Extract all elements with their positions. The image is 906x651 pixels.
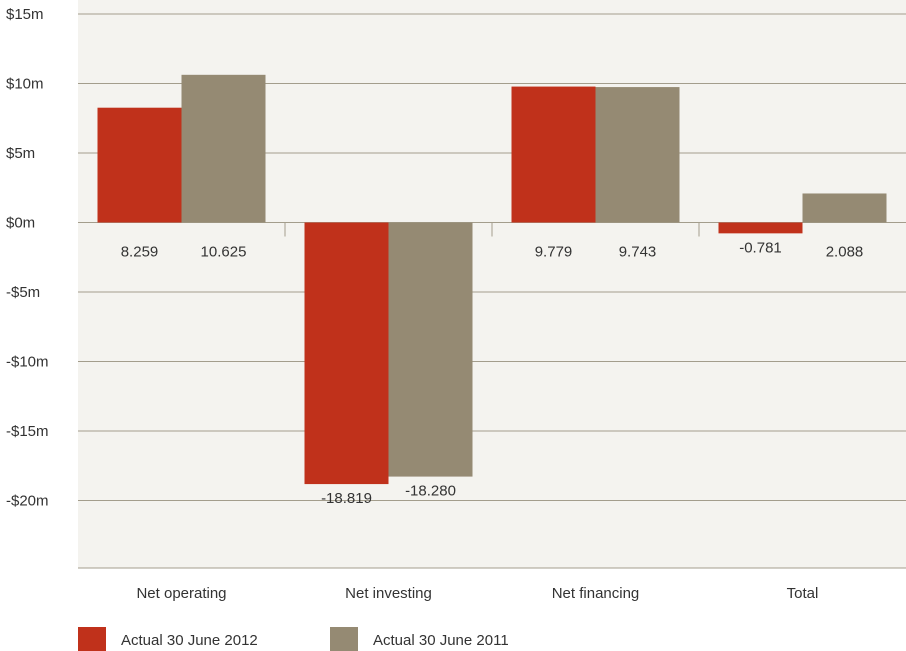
x-category-label: Net operating <box>136 585 226 602</box>
y-tick-label: $0m <box>6 215 35 232</box>
x-category-label: Net investing <box>345 585 432 602</box>
y-tick-label: -$10m <box>6 354 49 371</box>
bar-net-operating-series-2 <box>181 74 266 223</box>
legend-label: Actual 30 June 2011 <box>373 632 509 649</box>
legend-swatch <box>78 627 106 651</box>
y-tick-label: -$20m <box>6 493 49 510</box>
y-tick-label: $15m <box>6 6 44 23</box>
data-label: -18.280 <box>405 483 456 500</box>
bar-net-operating-series-1 <box>97 107 182 223</box>
data-labels: 8.259 10.625 -18.819 -18.280 9.779 9.743 -0.78… <box>121 239 864 507</box>
bar-net-financing-series-1 <box>511 86 596 223</box>
y-tick-label: -$15m <box>6 423 49 440</box>
y-tick-label: -$5m <box>6 284 40 301</box>
y-tick-label: $5m <box>6 145 35 162</box>
bars-group <box>97 74 887 485</box>
x-category-label: Total <box>787 585 819 602</box>
data-label: 2.088 <box>826 244 864 261</box>
legend-swatch <box>330 627 358 651</box>
y-tick-label: $10m <box>6 76 44 93</box>
data-label: -18.819 <box>321 490 372 507</box>
data-label: 9.743 <box>619 244 657 261</box>
legend: Actual 30 June 2012 Actual 30 June 2011 <box>78 627 509 651</box>
data-label: 8.259 <box>121 244 159 261</box>
bar-total-series-1 <box>718 222 803 234</box>
legend-label: Actual 30 June 2012 <box>121 632 258 649</box>
x-category-label: Net financing <box>552 585 640 602</box>
bar-total-series-2 <box>802 193 887 223</box>
data-label: 10.625 <box>201 244 247 261</box>
data-label: 9.779 <box>535 244 573 261</box>
data-label: -0.781 <box>739 239 782 256</box>
bar-net-investing-series-2 <box>388 222 473 477</box>
x-axis-labels: Net operating Net investing Net financing T… <box>136 585 818 602</box>
y-axis-labels: $15m $10m $5m $0m -$5m -$10m -$15m -$20m <box>6 6 49 510</box>
bar-net-financing-series-2 <box>595 87 680 223</box>
bar-net-investing-series-1 <box>304 222 389 485</box>
